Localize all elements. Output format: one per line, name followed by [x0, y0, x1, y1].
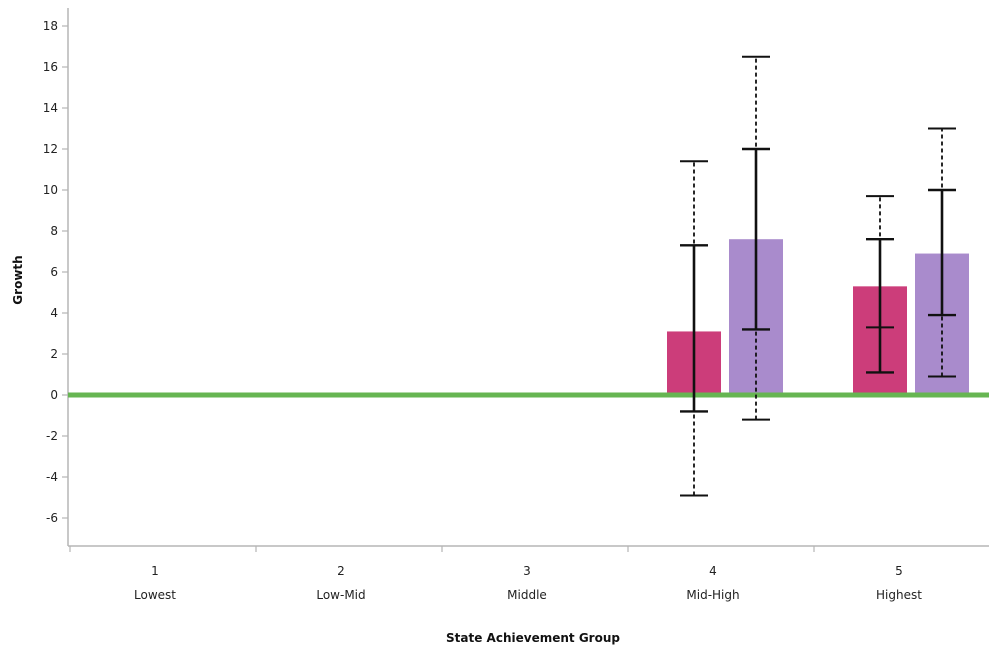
y-tick-label: 18: [43, 19, 58, 33]
y-axis: 18 16 14 12 10 8 6 4 2 0 -2 -4 -6: [43, 8, 69, 546]
x-category-number: 1: [151, 564, 159, 578]
x-axis: 1 Lowest 2 Low-Mid 3 Middle 4 Mid-High 5 Highest: [68, 545, 989, 602]
y-tick-label: 2: [50, 347, 58, 361]
x-category-label: Mid-High: [686, 588, 739, 602]
y-tick-label: 8: [50, 224, 58, 238]
y-tick-label: 0: [50, 388, 58, 402]
y-tick-label: -4: [46, 470, 58, 484]
y-tick-label: -2: [46, 429, 58, 443]
x-category-label: Low-Mid: [316, 588, 365, 602]
y-tick-label: 16: [43, 60, 58, 74]
x-category-label: Middle: [507, 588, 547, 602]
x-category-number: 2: [337, 564, 345, 578]
y-tick-label: 6: [50, 265, 58, 279]
y-tick-label: 4: [50, 306, 58, 320]
x-category-number: 3: [523, 564, 531, 578]
y-axis-title: Growth: [11, 255, 25, 304]
y-tick-label: 10: [43, 183, 58, 197]
x-category-number: 5: [895, 564, 903, 578]
x-category-label: Highest: [876, 588, 922, 602]
x-category-number: 4: [709, 564, 717, 578]
plot-area: [68, 55, 989, 497]
x-axis-title: State Achievement Group: [446, 631, 620, 645]
x-category-label: Lowest: [134, 588, 176, 602]
y-tick-label: 12: [43, 142, 58, 156]
y-tick-label: -6: [46, 511, 58, 525]
y-tick-label: 14: [43, 101, 58, 115]
